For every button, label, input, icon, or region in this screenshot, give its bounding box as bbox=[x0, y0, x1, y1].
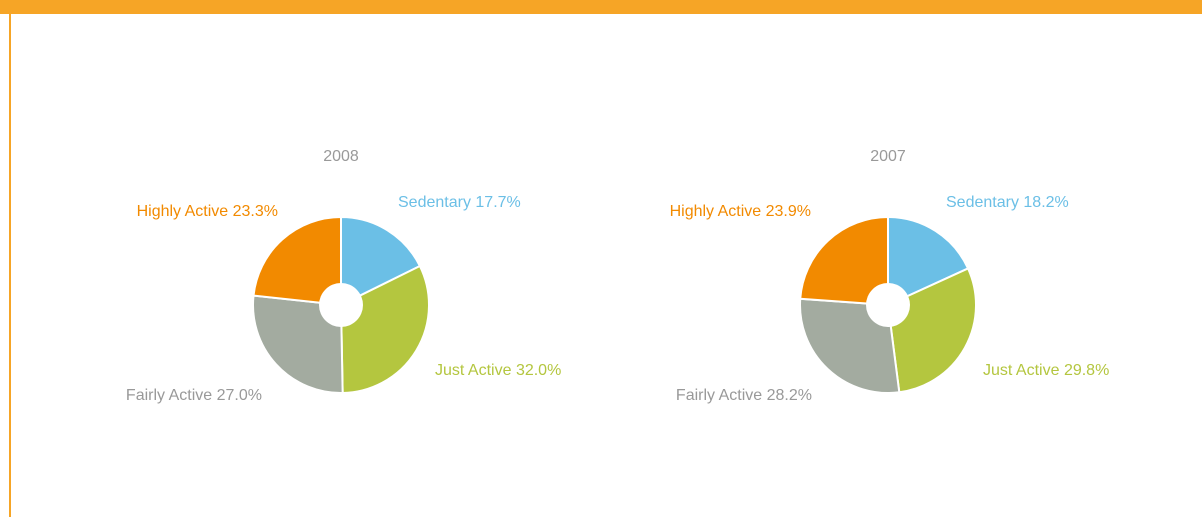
pie-slice bbox=[340, 215, 422, 307]
donut-hole bbox=[319, 283, 363, 327]
slice-label: Just Active 32.0% bbox=[435, 362, 561, 379]
slice-value: 27.0% bbox=[217, 387, 262, 404]
slice-label: Fairly Active 28.2% bbox=[676, 387, 812, 404]
slice-value: 32.0% bbox=[516, 362, 561, 379]
slice-name: Fairly Active bbox=[126, 387, 212, 404]
slice-label: Fairly Active 27.0% bbox=[126, 387, 262, 404]
pie-title: 2007 bbox=[870, 148, 906, 165]
slice-name: Highly Active bbox=[137, 203, 229, 220]
left-border bbox=[9, 14, 11, 517]
pie-slice bbox=[252, 215, 342, 307]
slice-name: Just Active bbox=[983, 362, 1060, 379]
slice-value: 17.7% bbox=[475, 194, 520, 211]
slice-label: Highly Active 23.9% bbox=[670, 203, 811, 220]
slice-label: Just Active 29.8% bbox=[983, 362, 1109, 379]
slice-value: 29.8% bbox=[1064, 362, 1109, 379]
slice-name: Just Active bbox=[435, 362, 512, 379]
pie-slice bbox=[339, 264, 430, 395]
slice-value: 23.9% bbox=[766, 203, 811, 220]
slice-name: Fairly Active bbox=[676, 387, 762, 404]
slice-value: 28.2% bbox=[767, 387, 812, 404]
slice-name: Highly Active bbox=[670, 203, 762, 220]
top-bar bbox=[0, 0, 1202, 14]
slice-value: 23.3% bbox=[233, 203, 278, 220]
pie-slice bbox=[886, 267, 977, 394]
donut-hole bbox=[866, 283, 910, 327]
slice-value: 18.2% bbox=[1023, 194, 1068, 211]
pie-slice bbox=[799, 215, 889, 307]
slice-label: Sedentary 18.2% bbox=[946, 194, 1069, 211]
slice-name: Sedentary bbox=[398, 194, 471, 211]
slice-label: Sedentary 17.7% bbox=[398, 194, 521, 211]
pie-title: 2008 bbox=[323, 148, 359, 165]
pie-slice bbox=[887, 215, 970, 307]
pie-slice bbox=[252, 294, 344, 394]
slice-label: Highly Active 23.3% bbox=[137, 203, 278, 220]
slice-name: Sedentary bbox=[946, 194, 1019, 211]
